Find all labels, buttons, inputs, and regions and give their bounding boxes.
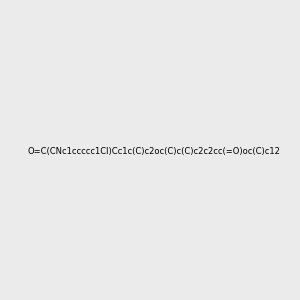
Text: O=C(CNc1ccccc1Cl)Cc1c(C)c2oc(C)c(C)c2c2cc(=O)oc(C)c12: O=C(CNc1ccccc1Cl)Cc1c(C)c2oc(C)c(C)c2c2c… [27, 147, 280, 156]
